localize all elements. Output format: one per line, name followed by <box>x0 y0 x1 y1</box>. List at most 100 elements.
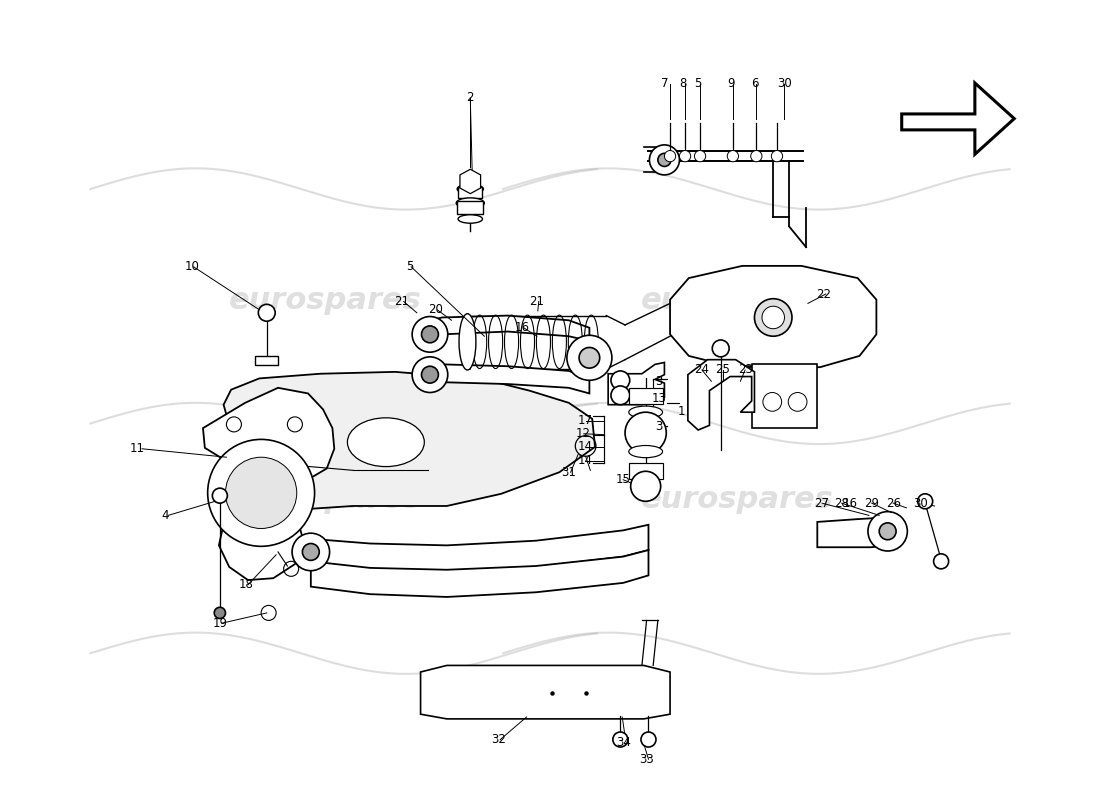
Polygon shape <box>204 388 334 580</box>
Ellipse shape <box>456 198 484 208</box>
Circle shape <box>630 471 661 502</box>
Text: 15: 15 <box>616 474 630 486</box>
Polygon shape <box>420 666 670 719</box>
Ellipse shape <box>459 314 476 370</box>
Text: 3: 3 <box>656 374 662 388</box>
Text: 10: 10 <box>185 260 199 274</box>
Circle shape <box>212 488 228 503</box>
Text: 26: 26 <box>886 497 901 510</box>
Text: 9: 9 <box>727 78 735 90</box>
Circle shape <box>713 340 729 357</box>
Circle shape <box>287 417 303 432</box>
Circle shape <box>258 304 275 322</box>
Text: 27: 27 <box>814 497 829 510</box>
Text: eurospares: eurospares <box>641 286 834 315</box>
Text: 4: 4 <box>162 509 169 522</box>
Ellipse shape <box>458 214 483 223</box>
Circle shape <box>917 494 933 509</box>
Circle shape <box>566 335 612 380</box>
Text: 28: 28 <box>834 497 849 510</box>
Circle shape <box>868 512 908 551</box>
Text: 5: 5 <box>694 78 702 90</box>
Circle shape <box>208 439 315 546</box>
Text: 7: 7 <box>661 78 668 90</box>
Text: 29: 29 <box>865 497 879 510</box>
Text: 22: 22 <box>816 287 832 301</box>
Circle shape <box>293 533 330 570</box>
Circle shape <box>227 417 241 432</box>
Text: 21: 21 <box>529 295 544 308</box>
Polygon shape <box>688 360 755 430</box>
Circle shape <box>750 150 762 162</box>
Bar <box>629 388 662 404</box>
Polygon shape <box>311 550 649 597</box>
Text: 31: 31 <box>561 466 576 478</box>
Text: 8: 8 <box>680 78 686 90</box>
Bar <box>458 201 483 214</box>
Text: 32: 32 <box>491 733 506 746</box>
Circle shape <box>755 298 792 336</box>
Polygon shape <box>223 372 595 513</box>
Text: 18: 18 <box>239 578 254 591</box>
Text: 19: 19 <box>212 617 228 630</box>
Text: 13: 13 <box>651 392 667 405</box>
Polygon shape <box>424 362 590 394</box>
Text: 1: 1 <box>678 405 685 418</box>
Polygon shape <box>902 83 1014 154</box>
Circle shape <box>641 732 656 747</box>
Text: 16: 16 <box>515 322 529 334</box>
Circle shape <box>421 326 439 342</box>
Circle shape <box>421 366 439 383</box>
Circle shape <box>302 543 319 560</box>
Circle shape <box>625 412 667 454</box>
Circle shape <box>658 154 671 166</box>
Circle shape <box>934 554 948 569</box>
Polygon shape <box>424 315 590 341</box>
Text: eurospares: eurospares <box>229 286 421 315</box>
Text: 30: 30 <box>777 78 792 90</box>
Circle shape <box>226 458 297 529</box>
Circle shape <box>610 386 629 405</box>
Text: 33: 33 <box>639 753 654 766</box>
Text: 20: 20 <box>428 303 443 317</box>
Circle shape <box>579 347 600 368</box>
Polygon shape <box>608 362 664 405</box>
Bar <box>751 364 817 428</box>
Text: eurospares: eurospares <box>641 485 834 514</box>
Circle shape <box>214 607 225 618</box>
Ellipse shape <box>629 446 662 458</box>
Text: 12: 12 <box>575 427 591 440</box>
Text: 14: 14 <box>578 440 592 454</box>
Text: 3: 3 <box>656 420 662 433</box>
Ellipse shape <box>629 406 662 418</box>
Bar <box>255 356 278 366</box>
Text: 16: 16 <box>843 497 858 510</box>
Ellipse shape <box>458 184 483 194</box>
Bar <box>458 187 483 198</box>
Text: 14: 14 <box>578 454 592 467</box>
Text: 24: 24 <box>694 363 710 377</box>
Bar <box>629 463 662 478</box>
Circle shape <box>727 150 738 162</box>
Text: 2: 2 <box>466 91 474 105</box>
Circle shape <box>649 145 680 175</box>
Polygon shape <box>311 525 649 570</box>
Circle shape <box>664 150 675 162</box>
Ellipse shape <box>348 418 425 466</box>
Text: 11: 11 <box>130 442 145 455</box>
Text: 23: 23 <box>738 363 752 377</box>
Circle shape <box>694 150 706 162</box>
Circle shape <box>789 393 807 411</box>
Circle shape <box>610 371 629 390</box>
Circle shape <box>771 150 782 162</box>
Text: 6: 6 <box>750 78 758 90</box>
Circle shape <box>762 306 784 329</box>
Text: 17: 17 <box>578 414 592 427</box>
Circle shape <box>763 393 782 411</box>
Circle shape <box>680 150 691 162</box>
Circle shape <box>613 732 628 747</box>
Text: eurospares: eurospares <box>229 485 421 514</box>
Polygon shape <box>817 518 904 547</box>
Circle shape <box>879 523 896 540</box>
Circle shape <box>412 317 448 352</box>
